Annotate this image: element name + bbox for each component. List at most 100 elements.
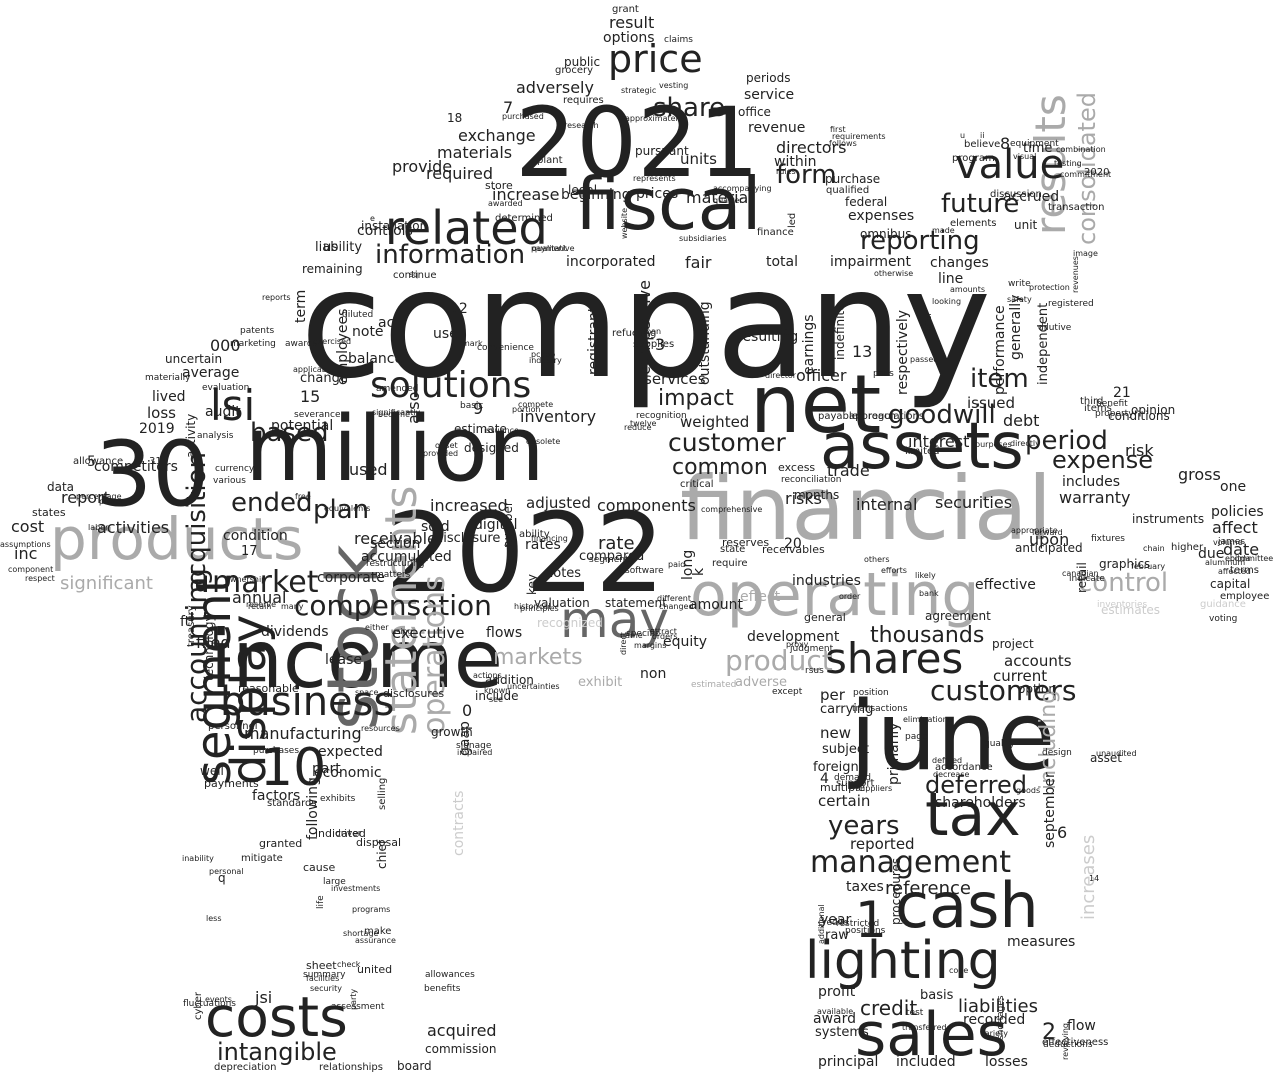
word-public: public [564,55,601,69]
word-amount: amount [689,597,744,613]
word-pcaob: pcaob [531,350,556,359]
word-compared: compared [579,549,645,564]
word-affected: affected [1218,567,1251,576]
word-sales: sales [855,1000,1008,1070]
word-disclosure: disclosure [435,531,501,546]
word-different: different [657,594,691,603]
word-life: life [316,895,326,909]
word-carrying: carrying [820,702,874,717]
word-assets: assets [820,410,1024,484]
word-statement: statement [605,596,667,610]
word-capital: capital [1210,577,1251,591]
word-13: 13 [852,342,873,361]
word-losses: losses [985,1054,1028,1070]
word-unit: unit [1014,218,1038,232]
word-operations: operations [417,575,452,735]
word-plant: plant [537,155,563,166]
word-estimated: estimated [691,680,737,690]
word-included: included [896,1054,956,1070]
word-line: line [938,271,964,287]
word-dilutive: dilutive [1038,323,1072,333]
word-management: management [810,845,1011,880]
word-equity: equity [663,634,708,650]
word-refueling: refueling [612,328,657,339]
word-changes: changes [930,255,989,271]
word-program: program [952,153,995,164]
word-revenue: revenue [748,120,806,136]
word-excess: excess [778,461,816,474]
word-used: used [349,460,388,479]
word-others: others [864,555,890,564]
word-exchange: exchange [458,126,536,145]
word-rules: rules [776,167,796,176]
word-note: note [352,324,384,340]
word-ended: ended [231,488,313,518]
word-fluctuations: fluctuations [183,999,236,1009]
word-combination: combination [1056,145,1106,154]
word-unaudited: unaudited [1096,749,1137,758]
word-order: order [839,592,861,601]
word-audit: audit [205,404,241,420]
word-goodwill: goodwill [888,400,996,430]
word-1: 1 [855,891,887,949]
word-taxes: taxes [846,879,884,895]
word-granted: granted [259,837,303,850]
word-weighted: weighted [680,413,750,431]
word-additional: additional [817,904,826,944]
word-disposal: disposal [356,836,402,849]
word-interest: interest [908,432,970,451]
word-margins: margins [634,641,667,650]
word-non: non [640,666,667,682]
word-lease: lease [325,652,362,668]
word-balance: balance [348,351,404,367]
word-items: items [1084,403,1112,414]
word-compete: compete [518,400,554,409]
word-remaining: remaining [302,262,363,276]
word-sq: sq [409,270,419,279]
word-million: million [245,397,545,502]
word-anticipated: anticipated [1015,541,1083,555]
word-information: information [375,240,526,270]
word-2020: 2020 [1084,167,1110,178]
word-assumptions: assumptions [0,540,51,549]
word-future: future [941,189,1020,219]
word-severance: severance [294,410,341,420]
word-likely: likely [915,571,936,580]
word-limited: limited [905,446,940,457]
word-conditions: conditions [1108,409,1170,423]
word-assurance: assurance [355,936,396,945]
word-share: share [653,93,726,123]
word-basis: basis [920,988,954,1003]
word-goods: goods [1016,786,1041,795]
word-may: may [560,591,669,649]
word-treasury: treasury [186,605,197,647]
word-31: 31 [149,456,162,467]
word-direct: direct [619,632,628,655]
word-component: component [8,565,54,574]
word-transaction: transaction [1048,202,1105,213]
word-dividends: dividends [261,624,329,640]
word-use: use [433,326,458,342]
word-reserve: reserve [246,600,277,609]
word-first: first [830,125,846,134]
word-gross: gross [1178,465,1221,484]
word-within: within [774,154,817,170]
word-data: data [47,480,75,494]
word-incorporated: incorporated [566,254,656,270]
word-ii: ii [980,131,985,140]
word-upon: upon [1029,530,1070,549]
word-investments: investments [331,884,381,893]
word-equipment: equipment [1010,139,1059,149]
word-installation: installation [361,219,428,233]
word-matters: matters [375,570,411,580]
word-increased: increased [430,496,508,515]
word-recorded: recorded [963,1012,1026,1028]
word-shortages: shortages [996,995,1006,1040]
word-controls: controls [357,223,413,239]
word-third: third [1080,396,1104,407]
word-effective: effective [975,577,1036,593]
word-measures: measures [1007,934,1076,950]
word-summary: summary [303,970,346,980]
word-demand: demand [834,773,871,783]
word-security: security [310,984,342,993]
